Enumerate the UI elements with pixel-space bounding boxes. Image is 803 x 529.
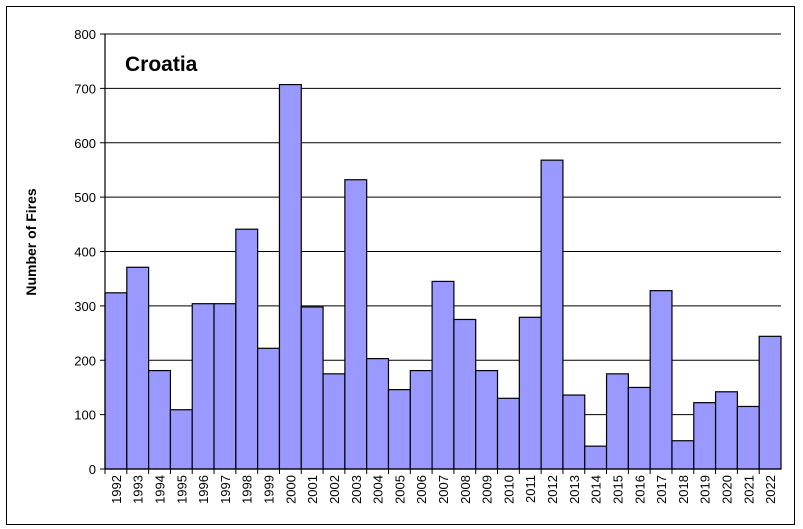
bar-2010 <box>496 397 520 470</box>
x-tick-label: 2020 <box>719 475 734 504</box>
bar-2004 <box>366 358 390 470</box>
x-tick-label: 2018 <box>676 475 691 504</box>
bar-2013 <box>562 394 586 470</box>
bar-2009 <box>475 369 499 470</box>
x-tick-label: 2007 <box>436 475 451 504</box>
y-tick-label: 300 <box>74 299 96 314</box>
bar-2014 <box>584 445 608 470</box>
x-tick-label: 2010 <box>501 475 516 504</box>
y-tick-label: 100 <box>74 408 96 423</box>
x-tick-label: 2022 <box>763 475 778 504</box>
chart-title: Croatia <box>125 53 198 76</box>
y-tick-labels: 0 100 200 300 400 500 600 700 800 <box>74 27 105 477</box>
x-tick-label: 2000 <box>283 475 298 504</box>
x-tick-label: 2001 <box>305 475 320 504</box>
bar-2019 <box>693 402 717 470</box>
bar-2020 <box>714 391 738 470</box>
x-tick-label: 1993 <box>131 475 146 504</box>
x-tick-label: 2002 <box>327 475 342 504</box>
bar-1992 <box>104 292 128 470</box>
x-tick-label: 1994 <box>153 475 168 504</box>
x-tick-label: 2017 <box>654 475 669 504</box>
x-tick-label: 2021 <box>741 475 756 504</box>
x-tick-label: 2013 <box>567 475 582 504</box>
bar-2002 <box>322 373 346 470</box>
y-tick-label: 800 <box>74 27 96 42</box>
bar-2006 <box>409 369 433 470</box>
bar-2003 <box>344 179 368 470</box>
bar-1996 <box>191 303 215 470</box>
bar-2012 <box>540 159 564 470</box>
y-tick-label: 200 <box>74 353 96 368</box>
x-tick-label: 2012 <box>545 475 560 504</box>
bar-2008 <box>453 318 477 470</box>
x-tick-label: 2011 <box>523 475 538 503</box>
x-tick-label: 1992 <box>109 475 124 504</box>
bar-1995 <box>169 409 193 470</box>
x-tick-label: 2009 <box>480 475 495 504</box>
bar-2017 <box>649 290 673 470</box>
x-tick-label: 2019 <box>698 475 713 504</box>
bar-2011 <box>518 316 542 470</box>
bar-1993 <box>126 266 150 470</box>
bar-2007 <box>431 280 455 470</box>
x-tick-label: 1995 <box>174 475 189 504</box>
y-tick-label: 400 <box>74 245 96 260</box>
bar-2000 <box>278 83 302 470</box>
y-tick-label: 700 <box>74 81 96 96</box>
x-tick-label: 2014 <box>589 475 604 504</box>
bar-2021 <box>736 405 760 470</box>
x-tick-label: 2004 <box>371 475 386 504</box>
x-tick-label: 2008 <box>458 475 473 504</box>
bar-2015 <box>605 373 629 470</box>
bar-1999 <box>257 347 281 470</box>
bar-2022 <box>758 335 782 470</box>
bar-2016 <box>627 386 651 470</box>
y-tick-label: 500 <box>74 190 96 205</box>
bar-2018 <box>671 440 695 470</box>
x-tick-label: 1996 <box>196 475 211 504</box>
bar-2001 <box>300 306 324 470</box>
bar-2005 <box>387 389 411 470</box>
x-tick-label: 1999 <box>262 475 277 504</box>
bars <box>104 83 782 470</box>
x-tick-label: 2016 <box>632 475 647 504</box>
x-tick-label: 2015 <box>610 475 625 504</box>
x-tick-label: 2005 <box>392 475 407 504</box>
x-tick-label: 1998 <box>240 475 255 504</box>
bar-1997 <box>213 303 237 470</box>
bar-1998 <box>235 228 259 470</box>
y-tick-label: 600 <box>74 136 96 151</box>
x-tick-labels: 1992 1993 1994 1995 1996 1997 1998 1999 2000 2001… <box>104 469 778 504</box>
bar-1994 <box>148 369 172 470</box>
y-axis-title: Number of Fires <box>23 188 39 296</box>
x-tick-label: 2003 <box>349 475 364 504</box>
x-tick-label: 2006 <box>414 475 429 504</box>
x-tick-label: 1997 <box>218 475 233 504</box>
y-tick-label: 0 <box>89 462 96 477</box>
